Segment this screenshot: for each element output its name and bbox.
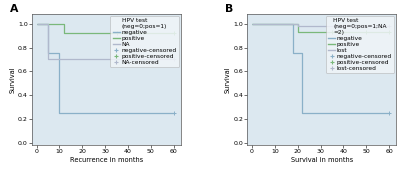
Y-axis label: Survival: Survival xyxy=(225,66,231,93)
Legend: negative, positive, lost, negative-censored, positive-censored, lost-censored: negative, positive, lost, negative-censo… xyxy=(326,16,394,73)
Legend: negative, positive, NA, negative-censored, positive-censored, NA-censored: negative, positive, NA, negative-censore… xyxy=(110,16,179,67)
X-axis label: Survival in months: Survival in months xyxy=(290,157,353,163)
Y-axis label: Survival: Survival xyxy=(9,66,15,93)
Text: A: A xyxy=(10,4,18,14)
Text: B: B xyxy=(225,4,233,14)
X-axis label: Recurrence in months: Recurrence in months xyxy=(70,157,143,163)
